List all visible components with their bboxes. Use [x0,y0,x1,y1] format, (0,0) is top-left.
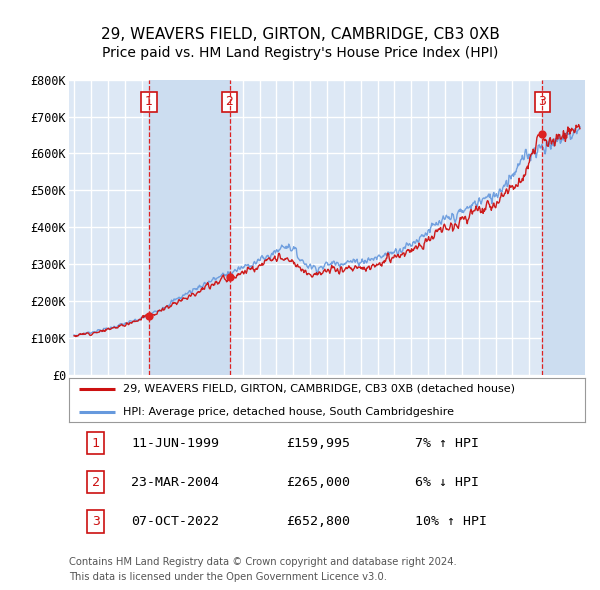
Text: Price paid vs. HM Land Registry's House Price Index (HPI): Price paid vs. HM Land Registry's House … [102,46,498,60]
Text: £652,800: £652,800 [286,515,350,528]
Text: HPI: Average price, detached house, South Cambridgeshire: HPI: Average price, detached house, Sout… [123,407,454,417]
Bar [542,80,585,375]
Text: 29, WEAVERS FIELD, GIRTON, CAMBRIDGE, CB3 0XB (detached house): 29, WEAVERS FIELD, GIRTON, CAMBRIDGE, CB… [123,384,515,394]
Text: 2: 2 [92,476,100,489]
Text: 07-OCT-2022: 07-OCT-2022 [131,515,219,528]
Text: 1: 1 [92,437,100,450]
Text: 3: 3 [538,95,546,109]
Text: 29, WEAVERS FIELD, GIRTON, CAMBRIDGE, CB3 0XB: 29, WEAVERS FIELD, GIRTON, CAMBRIDGE, CB… [101,27,499,42]
Bar [149,80,230,375]
Text: 11-JUN-1999: 11-JUN-1999 [131,437,219,450]
Text: 23-MAR-2004: 23-MAR-2004 [131,476,219,489]
Text: £159,995: £159,995 [286,437,350,450]
Text: Contains HM Land Registry data © Crown copyright and database right 2024.: Contains HM Land Registry data © Crown c… [69,557,457,566]
Text: 7% ↑ HPI: 7% ↑ HPI [415,437,479,450]
Text: This data is licensed under the Open Government Licence v3.0.: This data is licensed under the Open Gov… [69,572,387,582]
Text: 2: 2 [226,95,233,109]
Text: 1: 1 [145,95,153,109]
Text: 3: 3 [92,515,100,528]
Text: 6% ↓ HPI: 6% ↓ HPI [415,476,479,489]
Text: £265,000: £265,000 [286,476,350,489]
Text: 10% ↑ HPI: 10% ↑ HPI [415,515,487,528]
